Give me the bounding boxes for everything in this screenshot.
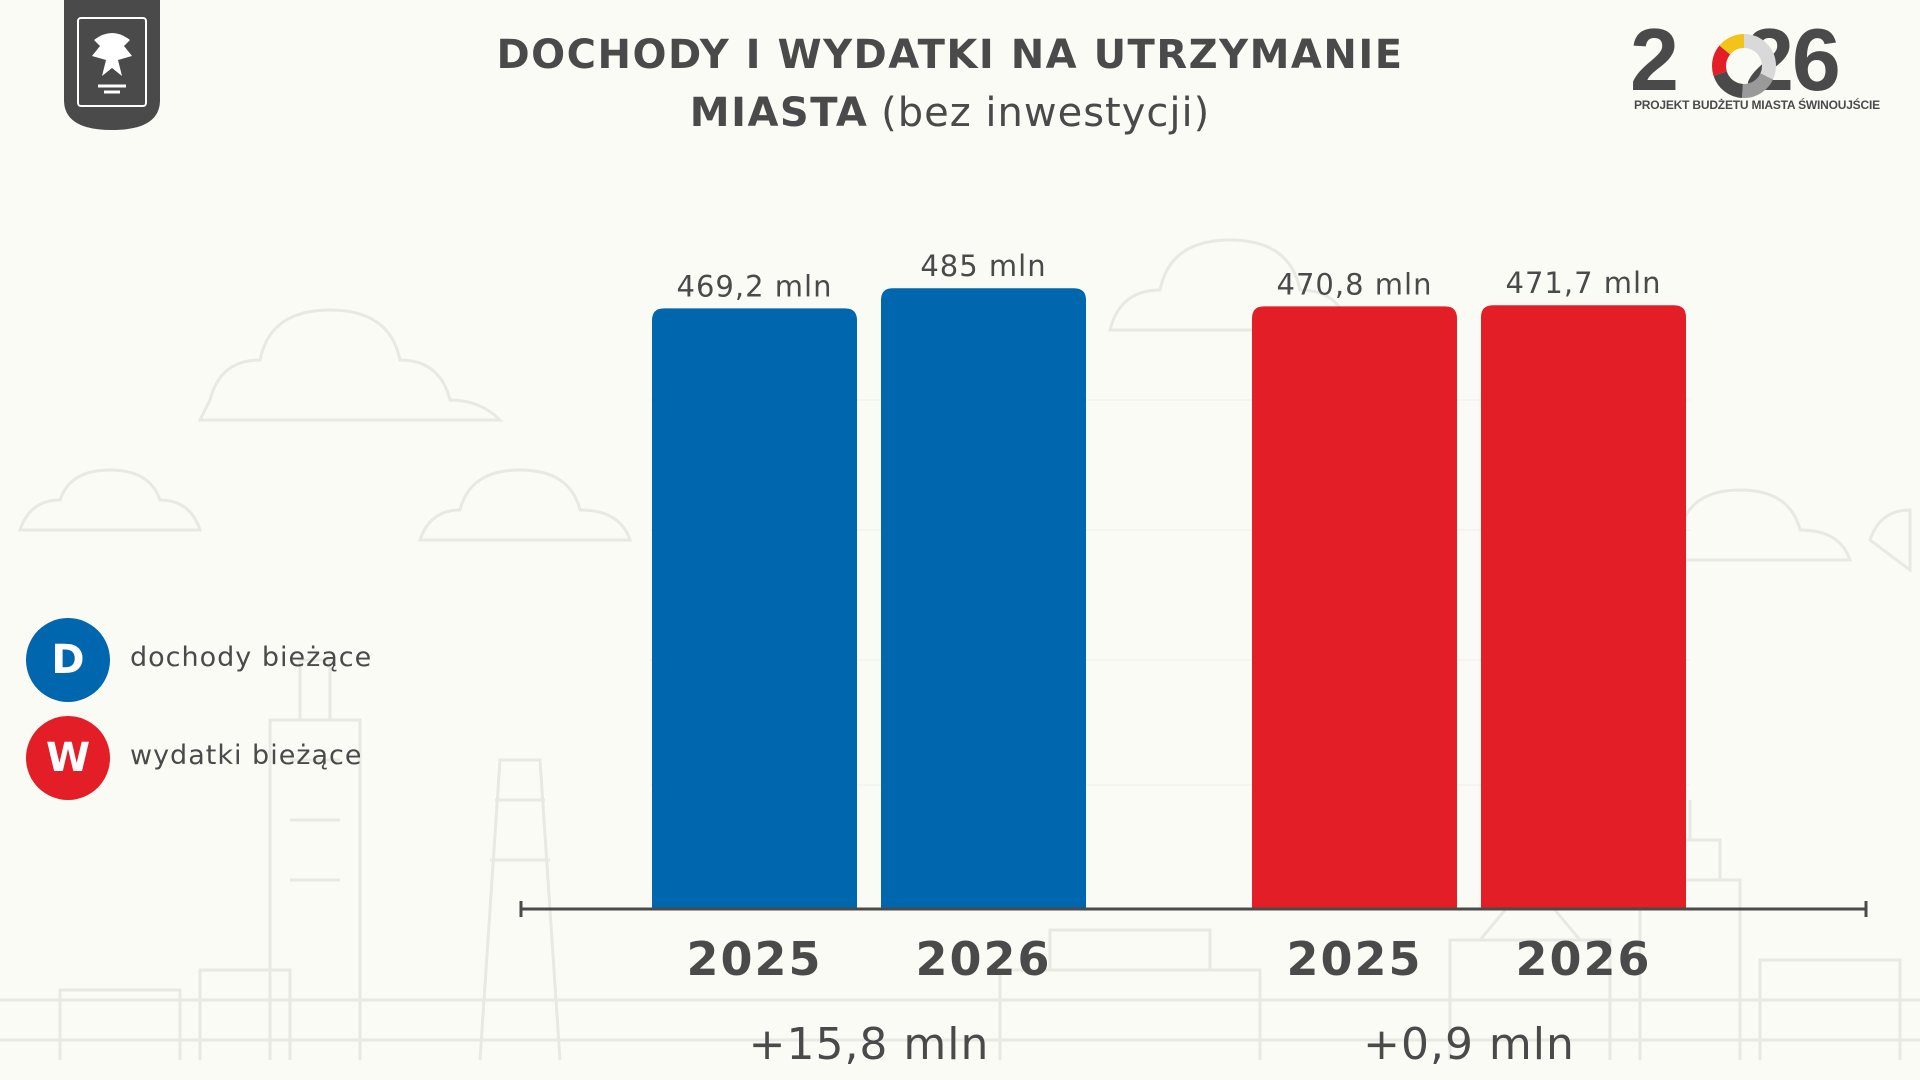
bar-dochody-2025 — [652, 308, 857, 909]
value-label-wydatki-2025: 470,8 mln — [1277, 267, 1433, 301]
difference-label-wydatki: +0,9 mln — [1363, 1019, 1575, 1070]
x-tick-label-wydatki-2025: 2025 — [1286, 932, 1422, 986]
bar-wydatki-2025 — [1252, 306, 1457, 910]
chart-title: DOCHODY I WYDATKI NA UTRZYMANIE MIASTA (… — [440, 26, 1460, 142]
x-tick-label-dochody-2025: 2025 — [686, 932, 822, 986]
x-tick-label-wydatki-2026: 2026 — [1515, 932, 1651, 986]
title-line-2-bold: MIASTA — [689, 90, 869, 136]
legend-item-dochody: D dochody bieżące — [26, 618, 446, 704]
legend-label-dochody: dochody bieżące — [130, 642, 373, 673]
title-line-2-light: (bez inwestycji) — [881, 90, 1211, 136]
legend-badge-w: W — [26, 716, 110, 800]
legend-badge-d: D — [26, 618, 110, 702]
value-label-dochody-2026: 485 mln — [920, 249, 1046, 283]
bar-wydatki-2026 — [1481, 305, 1686, 909]
x-tick-label-dochody-2026: 2026 — [915, 932, 1051, 986]
value-label-dochody-2025: 469,2 mln — [677, 269, 833, 303]
difference-label-dochody: +15,8 mln — [749, 1019, 990, 1070]
budget-2026-logo: 2 26 PROJEKT BUDŻETU MIASTA ŚWINOUJŚCIE — [1630, 16, 1900, 118]
brand-subtitle: PROJEKT BUDŻETU MIASTA ŚWINOUJŚCIE — [1634, 98, 1880, 112]
title-line-1: DOCHODY I WYDATKI NA UTRZYMANIE — [496, 32, 1404, 78]
legend-item-wydatki: W wydatki bieżące — [26, 716, 446, 802]
city-crest-logo — [64, 0, 160, 130]
legend-label-wydatki: wydatki bieżące — [130, 740, 363, 771]
bar-dochody-2026 — [881, 288, 1086, 909]
value-label-wydatki-2026: 471,7 mln — [1506, 266, 1662, 300]
donut-icon — [1712, 34, 1776, 98]
title-line-2: MIASTA (bez inwestycji) — [440, 84, 1460, 142]
